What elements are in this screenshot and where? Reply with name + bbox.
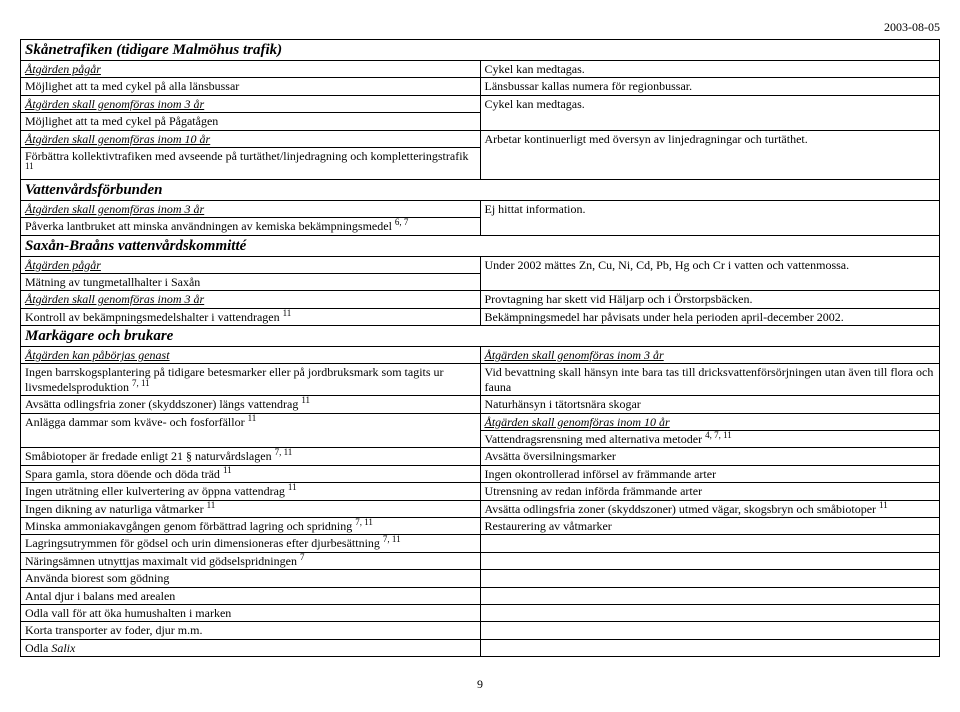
cell-left: Kontroll av bekämpningsmedelshalter i va… (21, 308, 481, 325)
cell-right: Åtgärden skall genomföras inom 3 år (480, 347, 940, 364)
cell-left: Odla vall för att öka humushalten i mark… (21, 604, 481, 621)
section-header: Skånetrafiken (tidigare Malmöhus trafik) (21, 40, 940, 61)
cell-right (480, 604, 940, 621)
cell-right: Restaurering av våtmarker (480, 517, 940, 534)
cell-right: Arbetar kontinuerligt med översyn av lin… (480, 130, 940, 179)
cell-left: Spara gamla, stora döende och döda träd … (21, 465, 481, 482)
cell-right: Länsbussar kallas numera för regionbussa… (480, 78, 940, 95)
cell-left: Åtgärden pågår (21, 256, 481, 273)
cell-left: Lagringsutrymmen för gödsel och urin dim… (21, 535, 481, 552)
cell-left: Åtgärden skall genomföras inom 10 år (21, 130, 481, 147)
cell-left: Åtgärden skall genomföras inom 3 år (21, 291, 481, 308)
cell-left: Anlägga dammar som kväve- och fosforfäll… (21, 413, 481, 448)
cell-right: Avsätta odlingsfria zoner (skyddszoner) … (480, 500, 940, 517)
cell-right: Bekämpningsmedel har påvisats under hela… (480, 308, 940, 325)
cell-right (480, 622, 940, 639)
page-number: 9 (20, 677, 940, 692)
cell-left: Minska ammoniakavgången genom förbättrad… (21, 517, 481, 534)
cell-right: Vid bevattning skall hänsyn inte bara ta… (480, 364, 940, 396)
cell-left: Avsätta odlingsfria zoner (skyddszoner) … (21, 396, 481, 413)
main-table: Skånetrafiken (tidigare Malmöhus trafik)… (20, 39, 940, 657)
cell-left: Näringsämnen utnyttjas maximalt vid göds… (21, 552, 481, 569)
section-header: Markägare och brukare (21, 326, 940, 347)
cell-left: Åtgärden kan påbörjas genast (21, 347, 481, 364)
cell-right (480, 639, 940, 656)
section-header: Vattenvårdsförbunden (21, 179, 940, 200)
cell-right: Ej hittat information. (480, 200, 940, 235)
cell-right: Cykel kan medtagas. (480, 95, 940, 130)
cell-right: Vattendragsrensning med alternativa meto… (480, 431, 940, 448)
cell-left: Ingen barrskogsplantering på tidigare be… (21, 364, 481, 396)
cell-left: Påverka lantbruket att minska användning… (21, 218, 481, 235)
cell-right (480, 535, 940, 552)
cell-right: Avsätta översilningsmarker (480, 448, 940, 465)
cell-right: Ingen okontrollerad införsel av främmand… (480, 465, 940, 482)
cell-left: Korta transporter av foder, djur m.m. (21, 622, 481, 639)
cell-right (480, 552, 940, 569)
cell-left: Åtgärden pågår (21, 61, 481, 78)
cell-left: Ingen dikning av naturliga våtmarker 11 (21, 500, 481, 517)
cell-right (480, 570, 940, 587)
document-date: 2003-08-05 (20, 20, 940, 35)
cell-right: Under 2002 mättes Zn, Cu, Ni, Cd, Pb, Hg… (480, 256, 940, 291)
cell-right (480, 587, 940, 604)
cell-left: Mätning av tungmetallhalter i Saxån (21, 273, 481, 290)
cell-right: Cykel kan medtagas. (480, 61, 940, 78)
cell-left: Antal djur i balans med arealen (21, 587, 481, 604)
cell-right: Provtagning har skett vid Häljarp och i … (480, 291, 940, 308)
cell-left: Småbiotoper är fredade enligt 21 § natur… (21, 448, 481, 465)
section-header: Saxån-Braåns vattenvårdskommitté (21, 235, 940, 256)
cell-right: Åtgärden skall genomföras inom 10 år (480, 413, 940, 430)
cell-left: Möjlighet att ta med cykel på alla länsb… (21, 78, 481, 95)
cell-left: Förbättra kollektivtrafiken med avseende… (21, 147, 481, 179)
cell-left: Möjlighet att ta med cykel på Pågatågen (21, 113, 481, 130)
cell-left: Åtgärden skall genomföras inom 3 år (21, 95, 481, 112)
cell-left: Använda biorest som gödning (21, 570, 481, 587)
cell-left: Åtgärden skall genomföras inom 3 år (21, 200, 481, 217)
cell-left: Odla Salix (21, 639, 481, 656)
cell-right: Naturhänsyn i tätortsnära skogar (480, 396, 940, 413)
cell-right: Utrensning av redan införda främmande ar… (480, 483, 940, 500)
cell-left: Ingen uträtning eller kulvertering av öp… (21, 483, 481, 500)
